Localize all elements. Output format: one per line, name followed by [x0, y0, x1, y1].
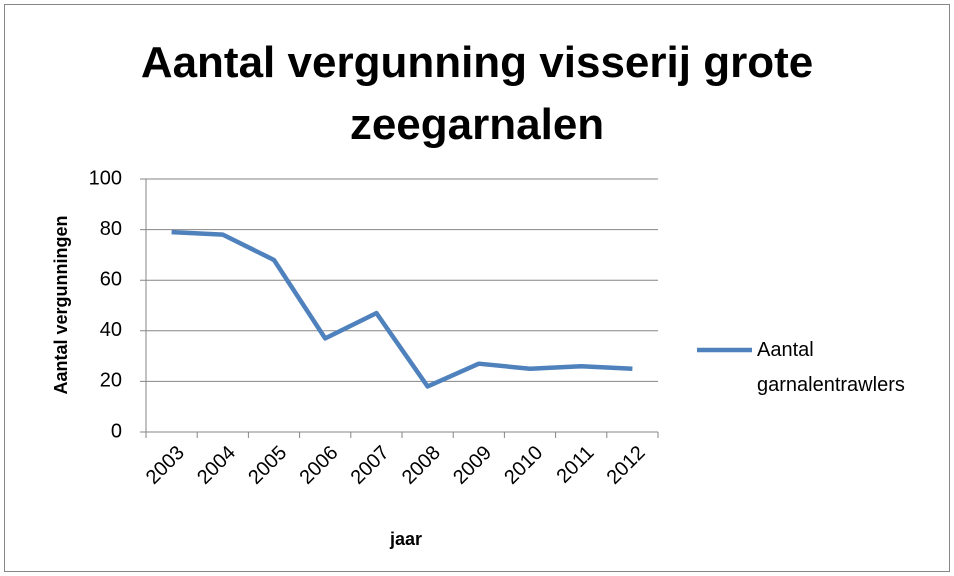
y-axis-label: Aantal vergunningen — [51, 215, 71, 394]
y-tick-label: 0 — [111, 420, 122, 442]
line-series — [171, 229, 633, 389]
legend-label: Aantal garnalentrawlers — [757, 339, 905, 396]
x-tick-label: 2005 — [244, 442, 291, 489]
y-tick-label: 80 — [100, 218, 122, 240]
x-tick-label: 2006 — [295, 442, 342, 489]
x-tick-label: 2011 — [552, 442, 598, 488]
x-tick-label: 2008 — [398, 442, 445, 489]
x-axis-label: jaar — [389, 529, 422, 549]
y-tick-label: 40 — [100, 319, 122, 341]
x-tick-label: 2010 — [500, 442, 547, 489]
x-tick-label: 2003 — [142, 442, 189, 489]
chart-title: Aantal vergunning visserij grote zeegarn… — [140, 38, 814, 149]
y-tick-label: 60 — [100, 268, 122, 290]
x-tick-label: 2012 — [603, 442, 650, 489]
x-tick-label: 2009 — [449, 442, 496, 489]
y-tick-label: 100 — [89, 167, 122, 189]
x-tick-label: 2004 — [193, 442, 240, 489]
frame — [4, 4, 950, 572]
y-tick-label: 20 — [100, 370, 122, 392]
x-tick-label: 2007 — [347, 442, 394, 489]
